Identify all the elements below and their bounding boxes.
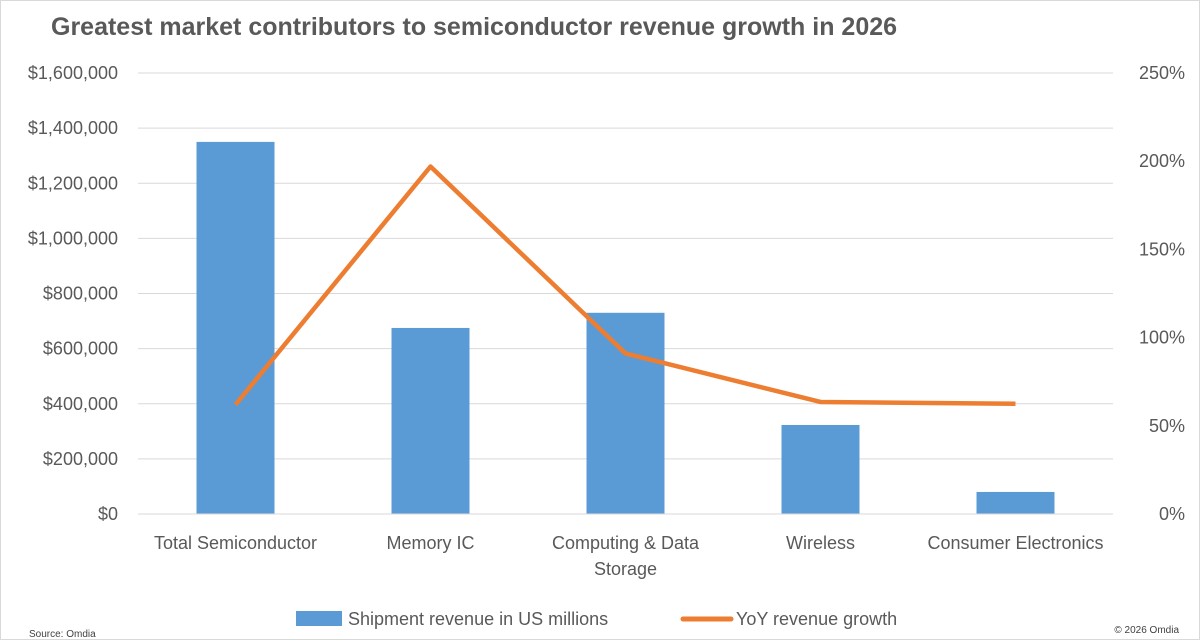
x-tick: Wireless bbox=[786, 533, 855, 553]
legend-label-line: YoY revenue growth bbox=[736, 609, 897, 629]
y-left-tick: $1,200,000 bbox=[28, 173, 118, 193]
y-left-tick: $1,000,000 bbox=[28, 228, 118, 248]
y-left-tick: $600,000 bbox=[43, 339, 118, 359]
x-tick: Total Semiconductor bbox=[154, 533, 317, 553]
legend-swatch-bars bbox=[296, 611, 342, 626]
x-tick: Computing & Data Storage bbox=[552, 533, 700, 579]
y-left-tick: $1,400,000 bbox=[28, 118, 118, 138]
y-right-tick: 150% bbox=[1139, 239, 1185, 259]
y-left-tick: $800,000 bbox=[43, 284, 118, 304]
bar bbox=[976, 491, 1055, 514]
bar bbox=[586, 312, 665, 514]
copyright-note: © 2026 Omdia bbox=[1114, 625, 1179, 636]
y-left-tick: $200,000 bbox=[43, 449, 118, 469]
x-tick: Memory IC bbox=[386, 533, 474, 553]
bar bbox=[781, 424, 860, 514]
legend-label-bars: Shipment revenue in US millions bbox=[348, 609, 608, 629]
y-left-tick: $400,000 bbox=[43, 394, 118, 414]
y-left-tick: $0 bbox=[98, 504, 118, 524]
y-right-tick: 200% bbox=[1139, 151, 1185, 171]
bar bbox=[391, 327, 470, 514]
chart-title: Greatest market contributors to semicond… bbox=[51, 13, 898, 41]
y-right-tick: 0% bbox=[1159, 504, 1185, 524]
y-right-tick: 50% bbox=[1149, 416, 1185, 436]
y-left-tick: $1,600,000 bbox=[28, 63, 118, 83]
bar bbox=[196, 141, 275, 514]
y-right-tick: 100% bbox=[1139, 328, 1185, 348]
x-tick: Consumer Electronics bbox=[927, 533, 1103, 553]
source-note: Source: Omdia bbox=[29, 629, 96, 640]
y-right-tick: 250% bbox=[1139, 63, 1185, 83]
